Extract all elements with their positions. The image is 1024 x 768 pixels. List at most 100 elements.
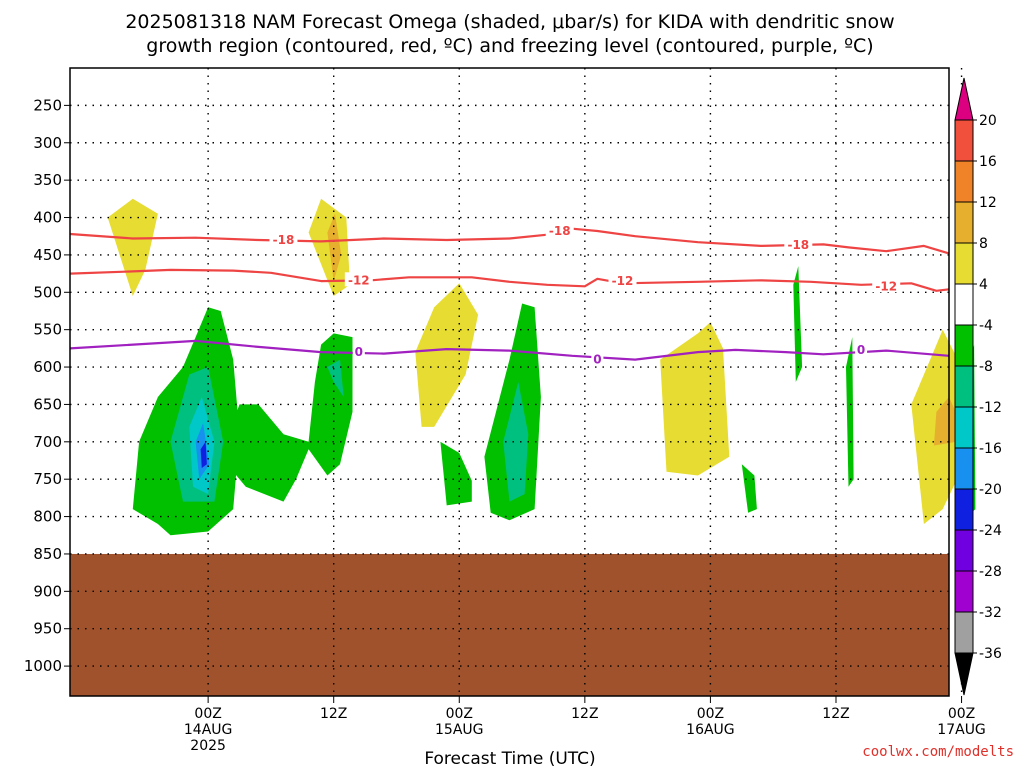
colorbar-bottom-arrow: [954, 652, 974, 696]
omega-region-1: [308, 198, 350, 296]
y-tick-label: 850: [33, 545, 62, 563]
contour-line-1: [69, 268, 950, 292]
colorbar-label: -36: [979, 646, 1002, 662]
y-tick-label: 600: [33, 358, 62, 376]
colorbar-box: [954, 611, 974, 654]
omega-region-13: [846, 337, 854, 487]
colorbar-box: [954, 242, 974, 285]
omega-region-0: [107, 198, 158, 296]
plot-frame: [69, 67, 950, 697]
x-tick-label: 00Z: [194, 706, 221, 722]
contour-label: -12: [875, 279, 897, 293]
contour-label-bg: [344, 272, 373, 287]
omega-region-16: [503, 382, 529, 502]
omega-region-11: [741, 464, 757, 513]
y-tick-label: 400: [33, 209, 62, 227]
omega-region-8: [220, 333, 353, 502]
y-tick-label: 800: [33, 508, 62, 526]
terrain-fill: [70, 553, 949, 696]
contour-label-bg: [269, 231, 298, 246]
contour-label: -12: [612, 274, 634, 288]
y-tick-label: 650: [33, 395, 62, 413]
contour-label-bg: [608, 273, 637, 288]
colorbar-label: -32: [979, 605, 1002, 621]
x-tick-label: 00Z: [697, 706, 724, 722]
contour-label: 0: [593, 353, 601, 367]
omega-region-6: [327, 213, 342, 282]
contour-label: -18: [549, 224, 571, 238]
colorbar-box: [954, 529, 974, 572]
contour-label-bg: [855, 341, 868, 356]
omega-region-5: [933, 397, 959, 446]
colorbar-box: [954, 160, 974, 203]
colorbar-label: 4: [979, 277, 988, 293]
chart-title-line-1: 2025081318 NAM Forecast Omega (shaded, μ…: [125, 11, 894, 33]
omega-shading: [107, 198, 976, 536]
colorbar-box: [954, 570, 974, 613]
colorbar-label: -20: [979, 482, 1002, 498]
colorbar-box: [954, 201, 974, 244]
colorbar-label: -8: [979, 359, 993, 375]
y-tick-label: 450: [33, 246, 62, 264]
colorbar-label: 8: [979, 236, 988, 252]
x-tick-label: 12Z: [822, 706, 849, 722]
contour-label: -12: [348, 273, 370, 287]
colorbar-box: [954, 488, 974, 531]
contour-label-bg: [872, 278, 901, 293]
colorbar-label: 20: [979, 113, 997, 129]
y-tick-label: 250: [33, 96, 62, 114]
contour-labels: -18 -18 -18 -12 -12 -12 0 0 0: [269, 222, 901, 367]
contour-label: -18: [273, 233, 295, 247]
x-tick-label: 2025: [190, 738, 226, 754]
colorbar-label: -24: [979, 523, 1002, 539]
colorbar-top-arrow: [954, 77, 974, 121]
contour-label-bg: [352, 344, 365, 359]
x-tick-label: 12Z: [571, 706, 598, 722]
colorbar-box: [954, 365, 974, 408]
omega-region-20: [200, 441, 207, 468]
colorbar-label: 16: [979, 154, 997, 170]
colorbar-box: [954, 283, 974, 326]
x-tick-label: 16AUG: [686, 722, 735, 738]
x-tick-label: 12Z: [320, 706, 347, 722]
colorbar-label: -12: [979, 400, 1002, 416]
colorbar-label: 12: [979, 195, 997, 211]
x-tick-label: 15AUG: [435, 722, 484, 738]
y-tick-label: 300: [33, 134, 62, 152]
x-tick-label: 00Z: [446, 706, 473, 722]
y-tick-label: 550: [33, 321, 62, 339]
contour-label-bg: [591, 351, 604, 366]
y-tick-label: 900: [33, 582, 62, 600]
y-tick-label: 350: [33, 171, 62, 189]
credit-text: coolwx.com/modelts: [862, 744, 1014, 760]
chart-title-line-2: growth region (contoured, red, ºC) and f…: [146, 35, 873, 57]
colorbar-box: [954, 119, 974, 162]
terrain-mask: [70, 553, 949, 696]
omega-region-9: [440, 441, 472, 506]
contour-label-bg: [784, 237, 813, 252]
y-tick-label: 950: [33, 620, 62, 638]
y-tick-label: 1000: [24, 657, 62, 675]
y-tick-label: 500: [33, 283, 62, 301]
y-tick-label: 700: [33, 433, 62, 451]
colorbar-box: [954, 447, 974, 490]
colorbar-label: -16: [979, 441, 1002, 457]
colorbar-box: [954, 406, 974, 449]
omega-region-2: [415, 283, 479, 427]
x-tick-label: 00Z: [948, 706, 975, 722]
omega-region-3: [660, 322, 730, 476]
colorbar-label: -4: [979, 318, 993, 334]
colorbar-box: [954, 324, 974, 367]
contour-label: 0: [355, 345, 363, 359]
contour-label: 0: [857, 343, 865, 357]
colorbar: 20 16 12 8 4 -4 -8 -12 -16 -20 -24 -28 -32 -36: [954, 77, 1002, 696]
omega-region-17: [327, 359, 344, 397]
x-tick-label: 14AUG: [184, 722, 233, 738]
x-axis-title: Forecast Time (UTC): [424, 749, 595, 768]
plot-area: -18 -18 -18 -12 -12 -12 0 0 0: [69, 67, 976, 697]
y-axis-ticks: 250 300 350 400 450 500 550 600 650 700 750 800 850 9…: [24, 96, 70, 675]
x-tick-label: 17AUG: [937, 722, 986, 738]
y-tick-label: 750: [33, 470, 62, 488]
